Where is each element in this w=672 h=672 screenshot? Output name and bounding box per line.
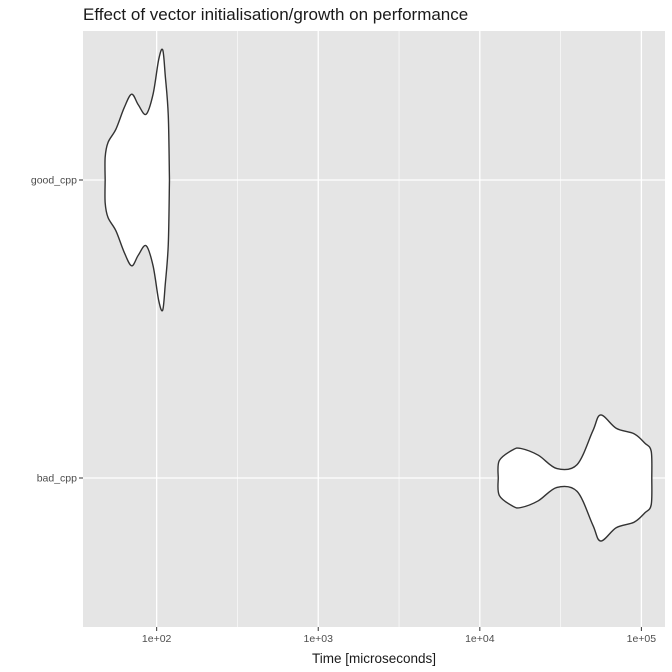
- violin-good_cpp: [104, 48, 171, 312]
- axes: 1e+02 1e+03 1e+04 1e+05 good_cpp bad_cpp: [31, 175, 656, 646]
- violins: [104, 48, 653, 542]
- y-tick-label-bad_cpp: bad_cpp: [37, 473, 77, 485]
- x-tick-label: 1e+03: [303, 633, 333, 645]
- violin-bad_cpp: [497, 414, 653, 542]
- x-tick-label: 1e+02: [142, 633, 172, 645]
- x-axis-title: Time [microseconds]: [312, 651, 436, 666]
- plot-panel: [83, 31, 665, 627]
- x-tick-label: 1e+04: [465, 633, 495, 645]
- x-tick-label: 1e+05: [627, 633, 657, 645]
- chart-title: Effect of vector initialisation/growth o…: [83, 5, 468, 24]
- y-tick-label-good_cpp: good_cpp: [31, 175, 77, 187]
